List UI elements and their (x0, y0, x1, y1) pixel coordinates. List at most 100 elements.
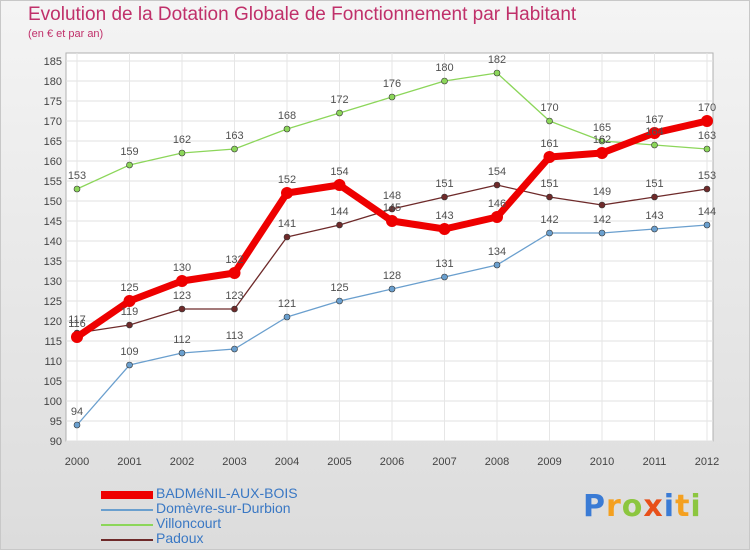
y-tick-label: 145 (44, 216, 62, 228)
logo-letter: r (606, 489, 622, 524)
legend-item: Villoncourt (101, 515, 401, 532)
chart-legend: BADMéNIL-AUX-BOIS Domèvre-sur-Durbion Vill… (101, 485, 401, 547)
x-tick-label: 2007 (432, 456, 456, 468)
y-tick-label: 95 (50, 416, 62, 428)
data-point (388, 93, 396, 101)
data-label: 143 (435, 210, 453, 222)
data-label: 125 (330, 282, 348, 294)
data-label: 123 (173, 290, 191, 302)
data-label: 180 (435, 62, 453, 74)
data-label: 121 (278, 298, 296, 310)
data-point (283, 125, 291, 133)
data-point (336, 297, 343, 305)
y-tick-label: 105 (44, 376, 62, 388)
y-tick-label: 140 (44, 236, 62, 248)
logo-letter: P (583, 489, 606, 524)
data-point (178, 149, 186, 157)
data-point (546, 117, 553, 125)
data-point (701, 115, 713, 127)
data-point (703, 185, 711, 193)
data-point (438, 223, 451, 235)
data-point (441, 273, 448, 281)
y-tick-label: 155 (44, 176, 62, 188)
data-point (598, 201, 606, 209)
data-label: 164 (645, 126, 663, 138)
data-label: 112 (173, 334, 191, 346)
data-label: 170 (540, 102, 558, 114)
data-point (598, 229, 606, 237)
data-label: 165 (593, 122, 611, 134)
data-label: 142 (593, 214, 611, 226)
data-point (336, 109, 343, 117)
data-label: 154 (330, 166, 348, 178)
logo-letter: o (621, 489, 644, 524)
data-label: 154 (488, 166, 506, 178)
legend-swatch (101, 539, 153, 541)
x-tick-label: 2012 (695, 456, 719, 468)
data-label: 132 (225, 254, 243, 266)
data-point (123, 295, 136, 307)
x-tick-label: 2002 (170, 456, 194, 468)
data-label: 145 (383, 202, 401, 214)
data-point (73, 421, 81, 429)
data-point (126, 321, 133, 329)
data-label: 144 (698, 206, 716, 218)
data-label: 182 (488, 54, 506, 66)
y-tick-label: 135 (44, 256, 62, 268)
legend-label: BADMéNIL-AUX-BOIS (156, 485, 298, 501)
y-tick-label: 100 (44, 396, 62, 408)
y-tick-label: 125 (44, 296, 62, 308)
legend-item: BADMéNIL-AUX-BOIS (101, 485, 401, 502)
data-point (493, 261, 501, 269)
data-label: 159 (120, 146, 138, 158)
data-label: 117 (68, 314, 86, 326)
data-point (651, 225, 658, 233)
legend-label: Domèvre-sur-Durbion (156, 500, 291, 516)
data-point (543, 151, 556, 163)
data-point (231, 305, 238, 313)
data-point (281, 187, 293, 199)
x-tick-label: 2009 (537, 456, 561, 468)
data-label: 172 (330, 94, 348, 106)
y-tick-label: 90 (50, 436, 62, 448)
proxiti-logo: Proxiti (583, 489, 702, 524)
y-tick-label: 170 (44, 116, 62, 128)
data-point (598, 137, 606, 145)
x-tick-label: 2005 (327, 456, 351, 468)
data-label: 128 (383, 270, 401, 282)
data-point (651, 193, 658, 201)
data-point (231, 345, 238, 353)
data-label: 168 (278, 110, 296, 122)
y-tick-label: 180 (44, 76, 62, 88)
data-label: 153 (698, 170, 716, 182)
plot-area (65, 52, 714, 442)
data-label: 141 (278, 218, 296, 230)
data-label: 151 (435, 178, 453, 190)
legend-label: Padoux (156, 530, 204, 546)
data-point (596, 147, 608, 159)
data-label: 163 (225, 130, 243, 142)
data-point (283, 233, 291, 241)
data-label: 116 (68, 318, 86, 330)
data-point (126, 361, 133, 369)
data-point (493, 69, 501, 77)
data-label: 144 (330, 206, 348, 218)
logo-letter: i (690, 489, 702, 524)
data-label: 123 (225, 290, 243, 302)
data-point (651, 141, 658, 149)
legend-item: Domèvre-sur-Durbion (101, 500, 401, 517)
data-point (126, 161, 133, 169)
y-tick-label: 150 (44, 196, 62, 208)
data-label: 146 (488, 198, 506, 210)
data-point (388, 205, 396, 213)
data-point (388, 285, 396, 293)
legend-swatch (101, 491, 153, 499)
data-point (231, 145, 238, 153)
y-tick-label: 165 (44, 136, 62, 148)
logo-letter: t (675, 489, 691, 524)
data-label: 167 (645, 114, 663, 126)
data-label: 151 (645, 178, 663, 190)
y-tick-label: 185 (44, 56, 62, 68)
legend-item: Padoux (101, 530, 401, 547)
